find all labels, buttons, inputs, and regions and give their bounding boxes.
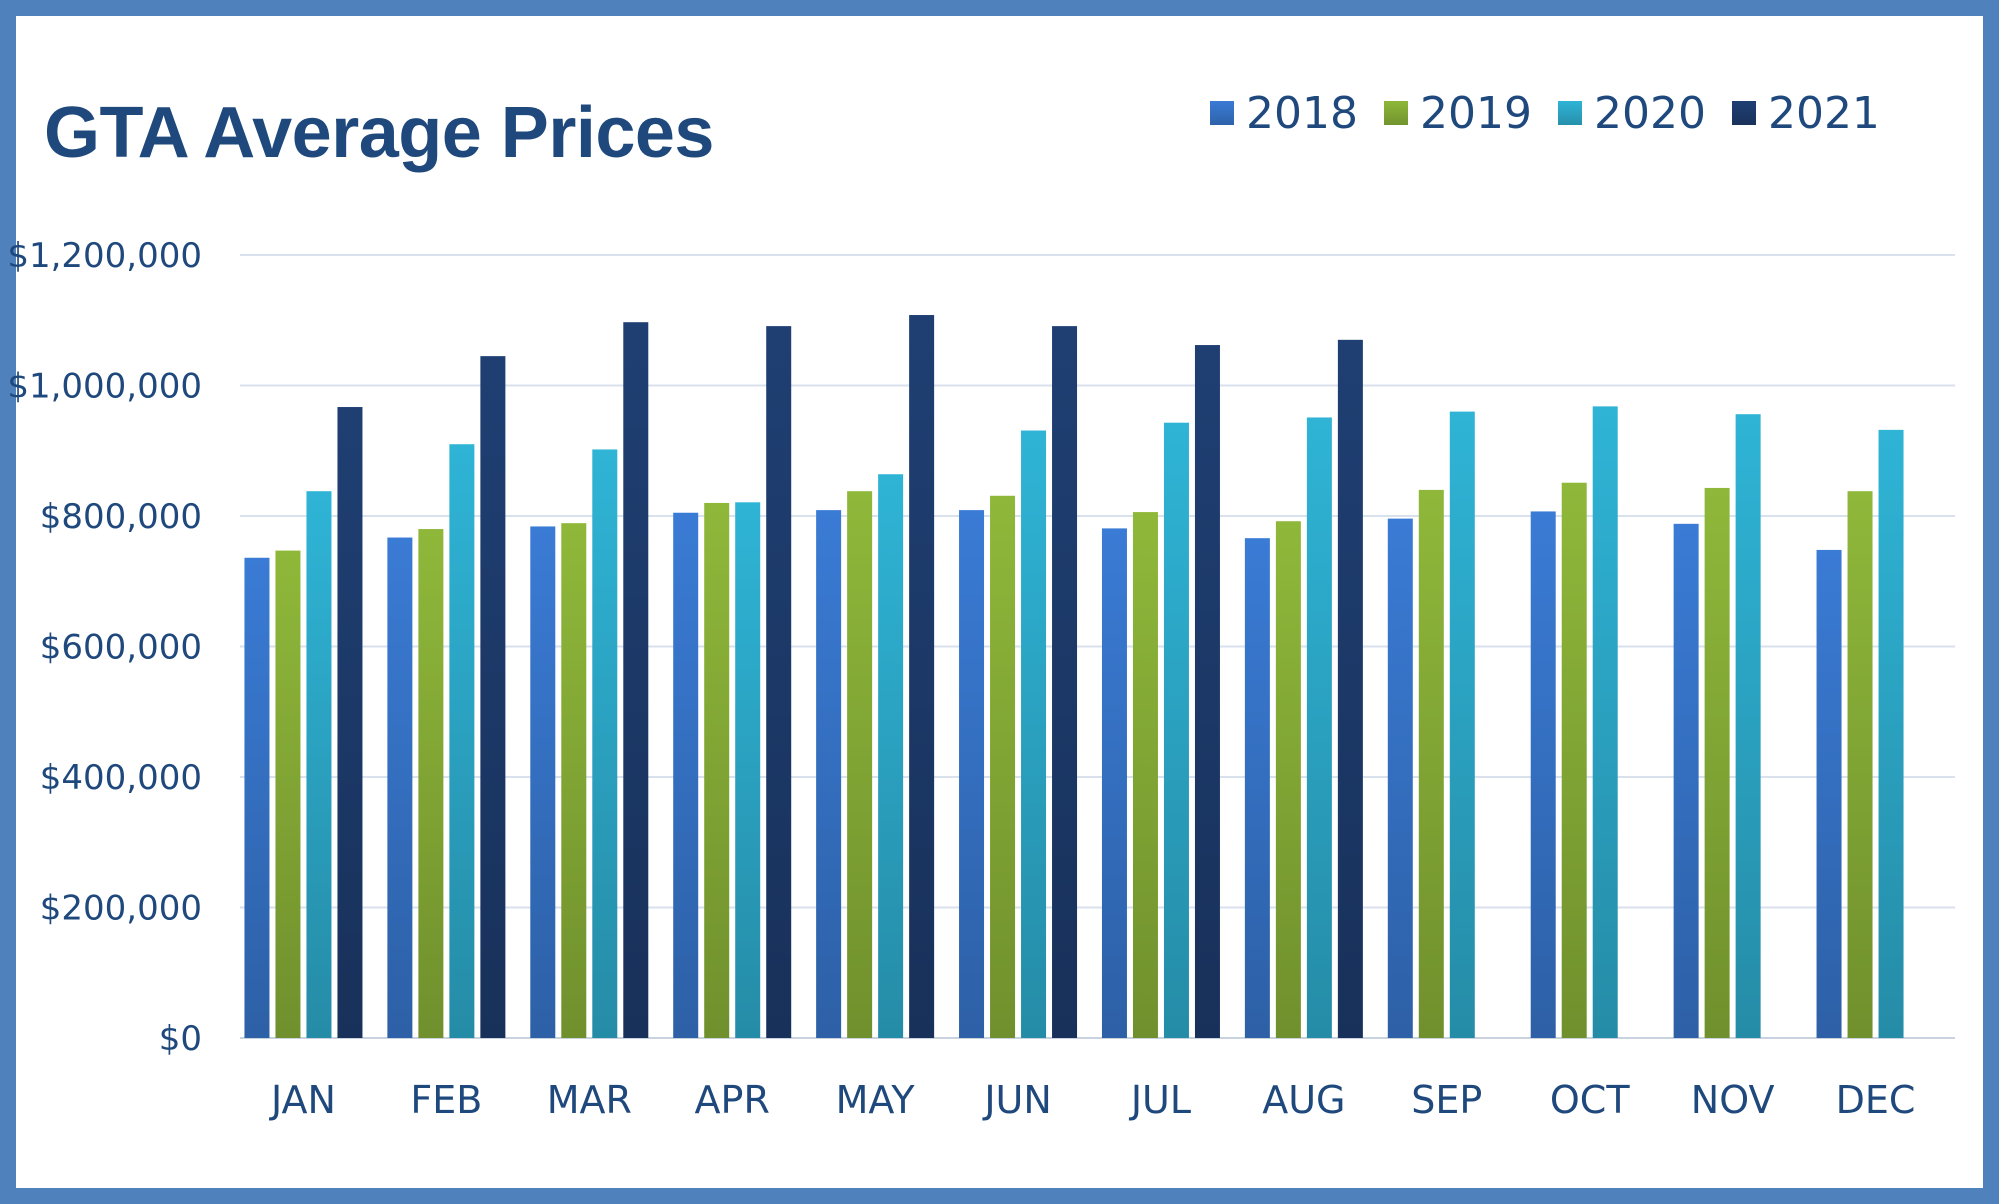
bar-2019-feb (418, 529, 444, 1038)
bar-2020-dec (1878, 429, 1904, 1038)
y-axis: $0 $200,000 $400,000 $600,000 $800,000 $1,000… (7, 236, 202, 1059)
bar-2018-jun (959, 510, 985, 1038)
bar-2020-oct (1592, 406, 1618, 1038)
y-tick-label: $200,000 (40, 889, 202, 929)
bar-2020-feb (449, 444, 475, 1039)
bar-2019-oct (1561, 482, 1587, 1038)
bar-2021-apr (766, 326, 792, 1038)
bar-2019-dec (1847, 491, 1873, 1039)
x-tick-label: OCT (1550, 1078, 1630, 1122)
bar-2018-apr (673, 512, 699, 1038)
legend-swatch (1383, 101, 1408, 125)
gridlines (240, 254, 1955, 1039)
y-tick-label: $400,000 (40, 758, 202, 798)
y-tick-label: $800,000 (40, 497, 202, 537)
bar-2020-jan (306, 491, 332, 1039)
bar-2019-nov (1704, 487, 1730, 1038)
bar-2019-mar (561, 523, 587, 1038)
bar-2021-feb (480, 356, 506, 1038)
bar-2018-jan (244, 557, 270, 1038)
bar-2020-jun (1021, 430, 1047, 1039)
bar-2019-aug (1275, 521, 1301, 1038)
x-tick-label: JAN (269, 1078, 336, 1122)
bar-2018-aug (1244, 538, 1270, 1038)
bar-2019-apr (704, 502, 730, 1038)
bar-2018-dec (1816, 549, 1842, 1038)
bar-2019-jul (1132, 512, 1158, 1038)
x-tick-label: AUG (1262, 1078, 1345, 1122)
bar-2021-aug (1337, 339, 1363, 1038)
bar-2020-nov (1735, 414, 1761, 1039)
bar-2019-jun (990, 495, 1016, 1039)
x-tick-label: MAR (547, 1078, 632, 1122)
legend: 2018 2019 2020 2021 (1210, 87, 1906, 139)
bar-2021-jul (1194, 345, 1220, 1038)
bar-2018-nov (1673, 523, 1699, 1038)
x-tick-label: APR (695, 1078, 770, 1122)
x-tick-label: NOV (1691, 1078, 1775, 1122)
x-axis: JAN FEB MAR APR MAY JUN JUL AUG SEP OCT NOV DEC (269, 1078, 1915, 1122)
y-tick-label: $600,000 (40, 628, 202, 668)
bar-2018-jul (1101, 528, 1127, 1038)
bar-2020-aug (1306, 417, 1332, 1038)
legend-swatch (1210, 101, 1234, 125)
bar-2020-jul (1163, 422, 1189, 1038)
legend-label: 2019 (1419, 87, 1532, 139)
bar-2018-oct (1530, 511, 1556, 1038)
x-tick-label: DEC (1836, 1078, 1916, 1122)
bar-2019-sep (1418, 489, 1444, 1038)
y-tick-label: $1,000,000 (7, 367, 202, 407)
bar-2021-jan (337, 407, 363, 1039)
bar-2021-jun (1052, 326, 1078, 1038)
legend-swatch (1731, 101, 1756, 125)
chart-title: GTA Average Prices (44, 93, 714, 173)
bar-2020-apr (735, 502, 761, 1038)
bar-2020-may (878, 474, 904, 1038)
legend-item-2018: 2018 (1210, 88, 1358, 139)
bar-2021-mar (623, 322, 649, 1038)
legend-label: 2020 (1593, 87, 1706, 139)
legend-item-2020: 2020 (1557, 87, 1706, 139)
bars (244, 315, 1904, 1039)
x-tick-label: JUN (982, 1078, 1051, 1122)
x-tick-label: SEP (1411, 1078, 1482, 1122)
bar-2018-feb (387, 537, 413, 1038)
bar-2020-sep (1449, 411, 1475, 1039)
bar-2018-mar (530, 526, 556, 1038)
legend-item-2019: 2019 (1383, 87, 1532, 139)
bar-2019-may (847, 491, 873, 1039)
bar-2020-mar (592, 449, 618, 1038)
bar-2021-may (909, 315, 935, 1038)
x-tick-label: JUL (1129, 1078, 1191, 1122)
y-tick-label: $1,200,000 (7, 236, 202, 276)
legend-label: 2021 (1767, 87, 1880, 139)
legend-label: 2018 (1246, 87, 1358, 139)
x-tick-label: MAY (836, 1078, 916, 1122)
y-tick-label: $0 (159, 1019, 202, 1059)
legend-swatch (1557, 101, 1582, 125)
x-tick-label: FEB (410, 1078, 482, 1122)
legend-item-2021: 2021 (1731, 87, 1880, 139)
bar-2019-jan (275, 550, 301, 1038)
bar-2018-may (816, 510, 842, 1038)
bar-2018-sep (1387, 518, 1413, 1038)
